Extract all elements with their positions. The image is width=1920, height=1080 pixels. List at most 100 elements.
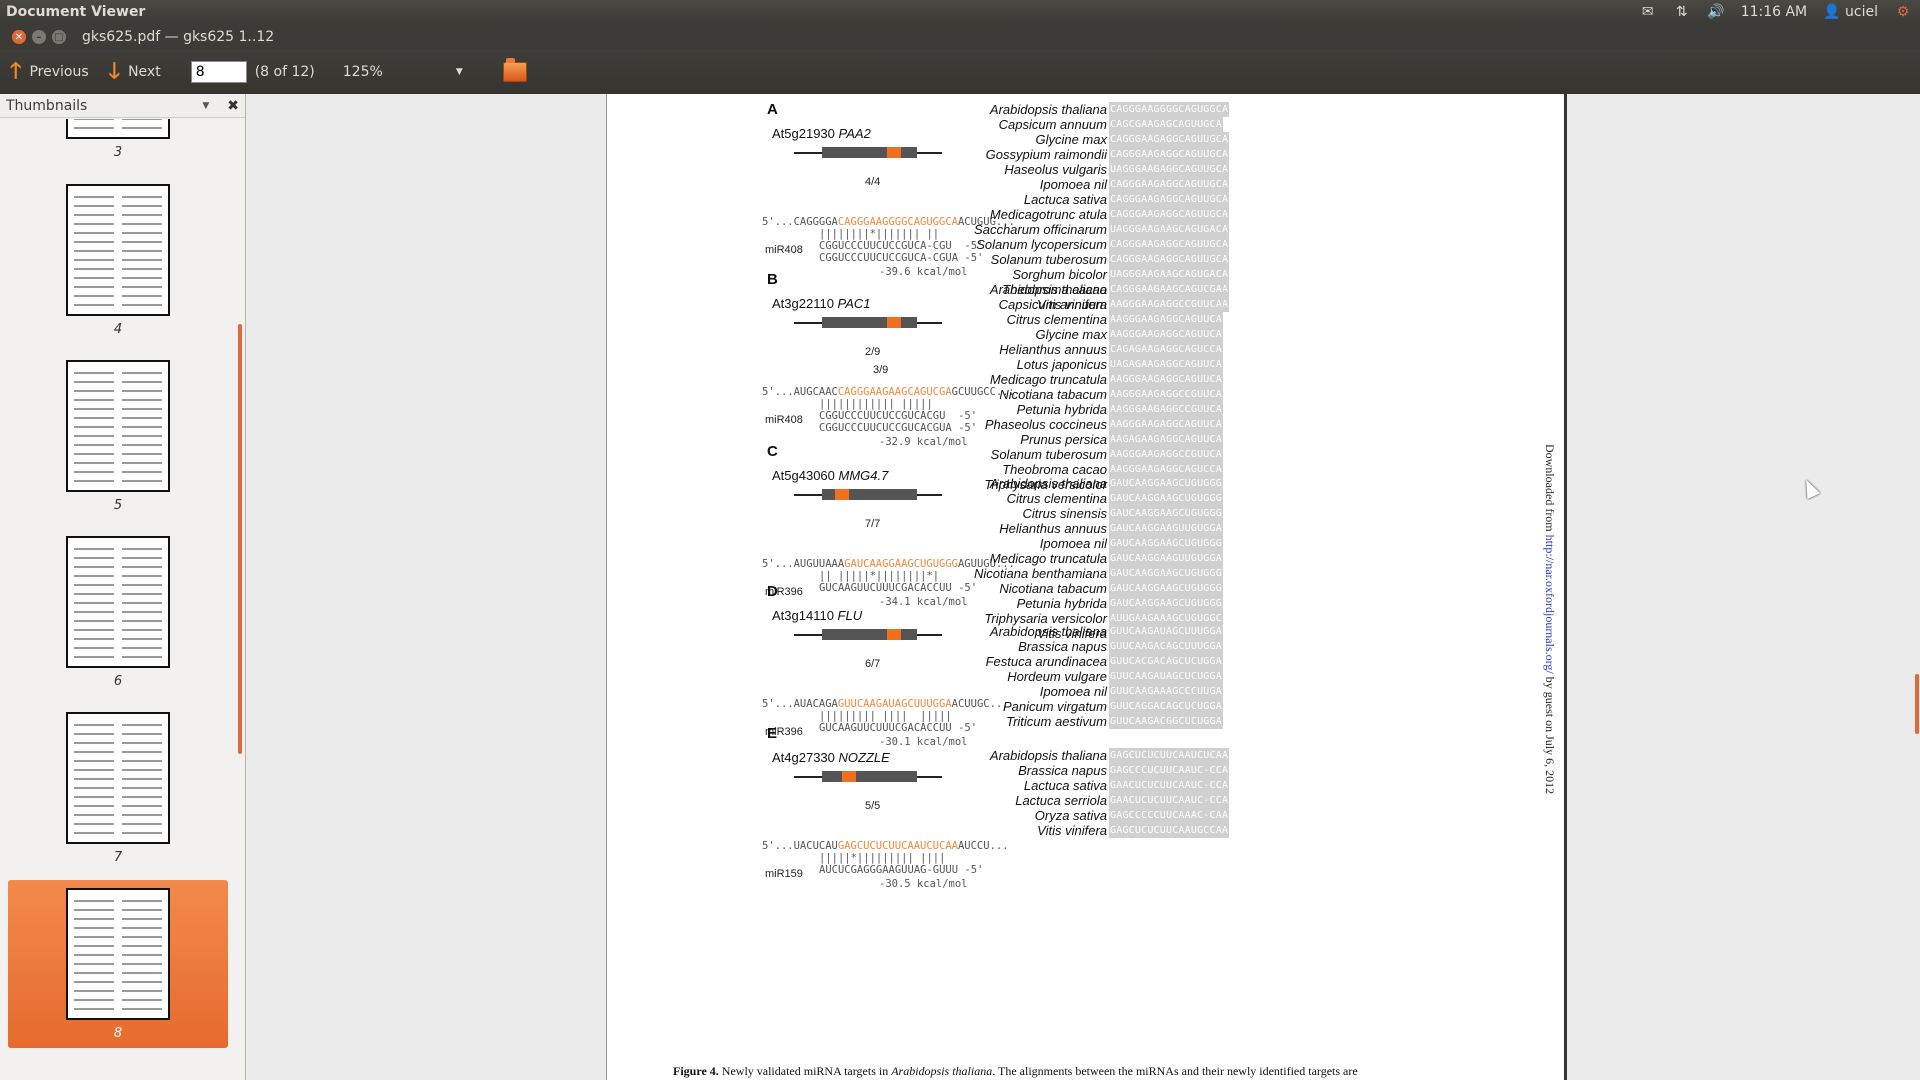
species-name: Citrus clementina	[1006, 491, 1107, 506]
gene-structure-exon	[822, 147, 917, 158]
gene-id: At5g43060	[772, 468, 839, 483]
thumbnail-image	[66, 119, 170, 139]
target-site-sequence: CAGGGAAGAAGCAGUCGA	[837, 386, 952, 398]
thumbnail-text-line	[122, 426, 162, 428]
species-sequence: CAGGGAAGAGGCAGUUGCA	[1109, 237, 1230, 252]
species-sequence: GAACUCUCUUCAAUC-CCA	[1109, 793, 1230, 808]
species-name: Helianthus annuus	[999, 342, 1107, 357]
species-sequence: CAGGGAAGAGGCAGUUGCA	[1109, 132, 1230, 147]
clock[interactable]: 11:16 AM	[1740, 4, 1808, 20]
zoom-value: 125%	[342, 64, 383, 80]
target-site-sequence: GAUCAAGGAAGCUGUGGG	[844, 558, 958, 570]
thumbnail-label: 4	[113, 322, 123, 337]
next-label: Next	[128, 64, 161, 80]
species-sequence: AAGGGAAGAGGCAGUUCA	[1109, 312, 1223, 327]
close-icon[interactable]: ✖	[227, 97, 239, 114]
thumbnail-text-line	[122, 214, 162, 216]
thumbnail-page-6[interactable]: 6	[8, 528, 228, 696]
gene-title: At5g43060 MMG4.7	[772, 468, 888, 483]
species-name: Glycine max	[1035, 327, 1107, 342]
alignment-row: Solanum lycopersicum CAGGGAAGAGGCAGUUGCA	[969, 237, 1230, 252]
thumbnail-text-line	[122, 593, 162, 595]
figure-caption: Figure 4. Newly validated miRNA targets …	[673, 1064, 1358, 1079]
thumbnail-text-line	[122, 733, 162, 735]
thumbnail-text-line	[74, 814, 114, 816]
panel-letter: A	[767, 101, 778, 118]
species-name: Arabidopsis thaliana	[989, 748, 1107, 763]
gene-id: At3g22110	[772, 296, 838, 311]
mirna-sequence: CGGUCCCUUCUCCGUCA-CGU -5'	[819, 240, 984, 252]
volume-icon[interactable]: 🔊	[1706, 4, 1725, 20]
document-scrollbar[interactable]	[1915, 674, 1919, 734]
thumbnail-text-line	[122, 304, 162, 306]
thumbnail-text-line	[74, 769, 114, 771]
power-icon[interactable]: ⚙	[1896, 4, 1910, 20]
thumbnail-text-line	[122, 205, 162, 207]
species-sequence: AAGGGAAGAGGCAGUUCA	[1109, 417, 1223, 432]
sidebar-mode-select[interactable]: Thumbnails	[6, 97, 88, 114]
network-icon[interactable]: ⇅	[1675, 4, 1688, 20]
user-menu[interactable]: 👤 uciel	[1823, 4, 1878, 20]
thumbnail-text-line	[74, 900, 114, 902]
species-name: Ipomoea nil	[1039, 684, 1107, 699]
thumbnail-text-line	[74, 548, 114, 550]
mirna-sequence: GUCAAGUUCUUUCGACACCUU -5'	[819, 582, 978, 594]
next-page-button[interactable]: 🡓 Next	[99, 54, 171, 90]
gene-name: PAC1	[837, 296, 871, 311]
thumbnail-text-line	[74, 945, 114, 947]
species-sequence: GAGCUCUCUUCAAUCUCAA	[1109, 748, 1230, 763]
maximize-window-button[interactable]: □	[52, 30, 66, 44]
thumbnail-page-7[interactable]: 7	[8, 704, 228, 872]
alignment-row: Prunus persica AAGAGAAGAGGCAGUUCA	[969, 432, 1223, 447]
alignment-row: Helianthus annuus CAGAGAAGAGGCAGUCCA	[969, 342, 1223, 357]
arrow-up-icon: 🡑	[10, 59, 22, 84]
thumbnail-text-line	[74, 471, 114, 473]
species-sequence: GAUCAAGGAAGCUGUGGG	[1109, 476, 1223, 491]
thumbnail-text-line	[122, 760, 162, 762]
species-name: Brassica napus	[1018, 763, 1107, 778]
thumbnail-text-line	[74, 778, 114, 780]
chevron-down-icon[interactable]: ▼	[202, 100, 210, 111]
close-window-button[interactable]: ✕	[12, 30, 26, 44]
thumbnail-text-line	[122, 769, 162, 771]
page-number-input[interactable]	[190, 61, 247, 83]
app-title: Document Viewer	[6, 4, 146, 20]
thumbnail-text-line	[74, 742, 114, 744]
sidebar-scrollbar[interactable]	[238, 324, 242, 754]
download-link[interactable]: http://nar.oxfordjournals.org/	[1543, 534, 1557, 674]
species-name: Arabidopsis thaliana	[989, 624, 1107, 639]
target-flank-3: AGUUGU...	[957, 558, 1015, 570]
thumbnail-text-line	[122, 268, 162, 270]
caption-text: Newly validated miRNA targets in	[718, 1064, 892, 1078]
thumbnail-page-3[interactable]: 3	[8, 119, 228, 167]
folder-icon[interactable]	[502, 58, 527, 82]
species-sequence: CAGGGAAGAAGCAGUCGA	[1109, 282, 1223, 297]
thumbnail-text-line	[122, 936, 162, 938]
thumbnail-page-4[interactable]: 4	[8, 176, 228, 344]
alignment-row: Solanum tuberosum CAGGGAAGAGGCAGUUGCA	[969, 252, 1230, 267]
thumbnail-text-line	[122, 611, 162, 613]
thumbnail-text-line	[122, 990, 162, 992]
alignment-row: Lotus japonicus UAGAGAAGAGGCAGUUCA	[969, 357, 1223, 372]
thumbnail-text-line	[74, 796, 114, 798]
thumbnail-text-line	[122, 399, 162, 401]
alignment-row: Lactuca sativa GAACUCUCUUCAAUC-CCA	[969, 778, 1230, 793]
zoom-select[interactable]: 125% ▼	[343, 64, 463, 80]
thumbnail-text-line	[122, 999, 162, 1001]
species-sequence: AAGGGAAGAGGCAGUUCA	[1109, 327, 1223, 342]
system-tray: ✉ ⇅ 🔊 11:16 AM 👤 uciel ⚙	[1639, 4, 1920, 20]
species-name: Oryza sativa	[1034, 808, 1107, 823]
alignment-row: Nicotiana benthamiana GAUCAAGGAAGCUGUGGG	[969, 566, 1223, 581]
thumbnail-text-line	[74, 1008, 114, 1010]
mail-icon[interactable]: ✉	[1641, 4, 1654, 20]
target-sequence: 5'...AUGCAACCAGGGAAGAAGCAGUCGAGCUUGCC...	[762, 386, 1015, 398]
thumbnail-text-line	[74, 733, 114, 735]
minimize-window-button[interactable]: –	[32, 30, 46, 44]
thumbnail-page-8[interactable]: 8	[8, 880, 228, 1048]
mirna-sequence: CGGUCCCUUCUCCGUCA-CGUA -5'	[819, 252, 984, 264]
thumbnail-text-line	[74, 205, 114, 207]
thumbnail-page-5[interactable]: 5	[8, 352, 228, 520]
species-sequence: AUUGAAGAAAGCUGUGGC	[1109, 611, 1223, 626]
thumbnail-text-line	[122, 796, 162, 798]
previous-page-button[interactable]: 🡑 Previous	[0, 54, 99, 90]
